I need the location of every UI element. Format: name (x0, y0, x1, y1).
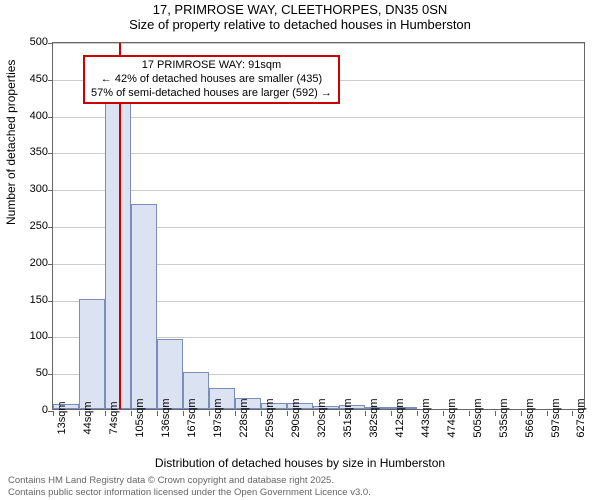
x-tick-mark (547, 411, 548, 416)
y-tick-mark (48, 264, 53, 265)
y-tick-mark (48, 301, 53, 302)
y-tick-mark (48, 43, 53, 44)
annotation-box: 17 PRIMROSE WAY: 91sqm← 42% of detached … (83, 55, 340, 104)
x-tick-label: 597sqm (550, 398, 562, 437)
x-tick-mark (261, 411, 262, 416)
x-tick-mark (443, 411, 444, 416)
y-tick-label: 150 (30, 294, 48, 306)
x-tick-label: 474sqm (446, 398, 458, 437)
x-tick-label: 320sqm (316, 398, 328, 437)
x-tick-label: 44sqm (82, 401, 94, 434)
histogram-bar (79, 299, 105, 409)
x-tick-mark (339, 411, 340, 416)
x-tick-label: 13sqm (56, 401, 68, 434)
x-tick-label: 505sqm (472, 398, 484, 437)
grid-line (53, 153, 584, 154)
y-tick-label: 50 (36, 367, 48, 379)
x-tick-mark (365, 411, 366, 416)
y-tick-label: 500 (30, 36, 48, 48)
y-tick-label: 350 (30, 146, 48, 158)
y-tick-label: 400 (30, 110, 48, 122)
footer-attribution: Contains HM Land Registry data © Crown c… (8, 475, 371, 498)
x-tick-label: 382sqm (368, 398, 380, 437)
y-tick-label: 0 (42, 404, 48, 416)
x-tick-mark (209, 411, 210, 416)
grid-line (53, 43, 584, 44)
x-tick-mark (157, 411, 158, 416)
y-tick-label: 250 (30, 220, 48, 232)
x-tick-label: 535sqm (498, 398, 510, 437)
x-tick-label: 105sqm (134, 398, 146, 437)
x-tick-label: 566sqm (524, 398, 536, 437)
x-tick-label: 259sqm (264, 398, 276, 437)
histogram-bar (105, 101, 131, 409)
y-tick-mark (48, 337, 53, 338)
x-tick-label: 136sqm (160, 398, 172, 437)
x-tick-label: 228sqm (238, 398, 250, 437)
x-tick-mark (313, 411, 314, 416)
x-tick-label: 351sqm (342, 398, 354, 437)
chart-subtitle: Size of property relative to detached ho… (0, 17, 600, 36)
grid-line (53, 117, 584, 118)
y-tick-label: 200 (30, 257, 48, 269)
plot-area: 17 PRIMROSE WAY: 91sqm← 42% of detached … (52, 42, 585, 410)
x-tick-mark (572, 411, 573, 416)
footer-line1: Contains HM Land Registry data © Crown c… (8, 475, 371, 486)
x-tick-mark (391, 411, 392, 416)
y-tick-label: 450 (30, 73, 48, 85)
y-tick-mark (48, 153, 53, 154)
y-tick-label: 300 (30, 183, 48, 195)
x-tick-mark (79, 411, 80, 416)
annotation-line3: 57% of semi-detached houses are larger (… (91, 87, 332, 101)
x-tick-mark (183, 411, 184, 416)
annotation-line2: ← 42% of detached houses are smaller (43… (91, 73, 332, 87)
y-tick-label: 100 (30, 330, 48, 342)
y-tick-mark (48, 190, 53, 191)
grid-line (53, 190, 584, 191)
y-tick-mark (48, 117, 53, 118)
x-tick-label: 412sqm (394, 398, 406, 437)
x-tick-label: 74sqm (108, 401, 120, 434)
x-tick-label: 443sqm (420, 398, 432, 437)
x-tick-mark (105, 411, 106, 416)
x-tick-mark (469, 411, 470, 416)
y-tick-mark (48, 374, 53, 375)
x-tick-mark (521, 411, 522, 416)
x-tick-mark (131, 411, 132, 416)
y-tick-mark (48, 80, 53, 81)
y-tick-mark (48, 227, 53, 228)
x-tick-mark (417, 411, 418, 416)
histogram-bar (131, 204, 157, 409)
x-tick-mark (287, 411, 288, 416)
x-tick-mark (235, 411, 236, 416)
x-axis-label: Distribution of detached houses by size … (0, 456, 600, 470)
x-tick-label: 197sqm (212, 398, 224, 437)
chart-title: 17, PRIMROSE WAY, CLEETHORPES, DN35 0SN (0, 0, 600, 17)
x-tick-label: 627sqm (575, 398, 587, 437)
annotation-line1: 17 PRIMROSE WAY: 91sqm (91, 59, 332, 73)
x-tick-label: 290sqm (290, 398, 302, 437)
footer-line2: Contains public sector information licen… (8, 487, 371, 498)
x-tick-label: 167sqm (186, 398, 198, 437)
x-tick-mark (495, 411, 496, 416)
y-axis-label: Number of detached properties (4, 60, 18, 225)
x-tick-mark (53, 411, 54, 416)
